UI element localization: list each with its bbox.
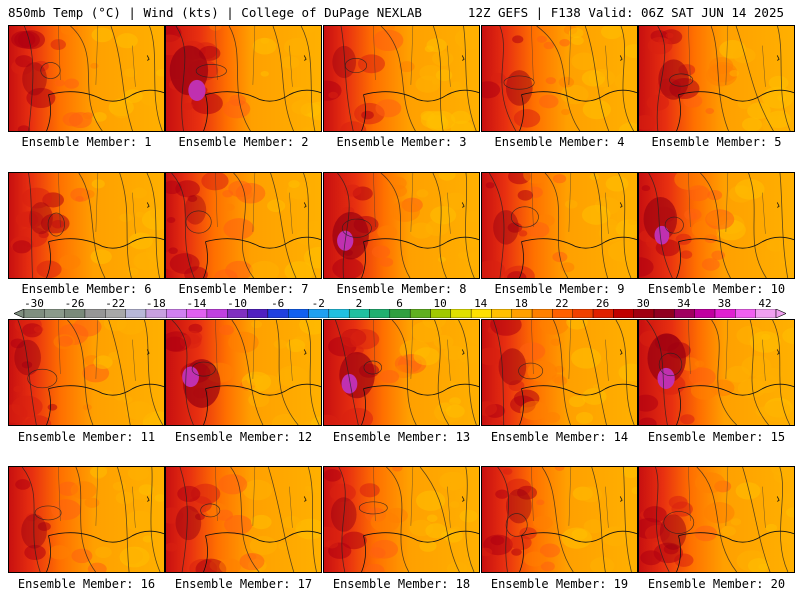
colorbar-tick-label: 18: [514, 297, 528, 310]
member-caption-17: Ensemble Member: 17: [174, 577, 313, 591]
member-map-19: [481, 466, 638, 573]
member-map-13: [323, 319, 480, 426]
member-map-6: [8, 172, 165, 279]
member-caption-9: Ensemble Member: 9: [494, 282, 625, 296]
member-caption-14: Ensemble Member: 14: [490, 430, 629, 444]
colorbar-tick-label: 6: [396, 297, 403, 310]
member-caption-19: Ensemble Member: 19: [490, 577, 629, 591]
colorbar-tick-label: 42: [758, 297, 772, 310]
colorbar-tick-label: 26: [595, 297, 610, 310]
member-caption-20: Ensemble Member: 20: [647, 577, 786, 591]
map-title: 850mb Temp (°C) | Wind (kts) | College o…: [8, 5, 422, 20]
colorbar-tick-label: -6: [271, 297, 285, 310]
colorbar-tick-label: 14: [474, 297, 488, 310]
member-caption-12: Ensemble Member: 12: [174, 430, 313, 444]
member-map-15: [638, 319, 795, 426]
member-caption-6: Ensemble Member: 6: [21, 282, 152, 296]
member-map-9: [481, 172, 638, 279]
colorbar-tick-label: -22: [105, 297, 126, 310]
colorbar-tick-label: -10: [227, 297, 248, 310]
colorbar-tick-label: 38: [717, 297, 732, 310]
member-caption-8: Ensemble Member: 8: [336, 282, 467, 296]
member-caption-18: Ensemble Member: 18: [332, 577, 471, 591]
member-caption-1: Ensemble Member: 1: [21, 135, 152, 149]
colorbar-tick-label: 34: [677, 297, 691, 310]
member-caption-13: Ensemble Member: 13: [332, 430, 471, 444]
member-map-16: [8, 466, 165, 573]
colorbar-tick-label: 30: [636, 297, 650, 310]
member-caption-15: Ensemble Member: 15: [647, 430, 786, 444]
colorbar-tick-label: -26: [64, 297, 85, 310]
member-caption-4: Ensemble Member: 4: [494, 135, 625, 149]
colorbar-tick-label: -18: [145, 297, 166, 310]
member-map-4: [481, 25, 638, 132]
color-scale-bar: [14, 309, 786, 318]
colorbar-tick-label: -14: [186, 297, 207, 310]
member-map-11: [8, 319, 165, 426]
member-map-2: [165, 25, 322, 132]
colorbar-tick-label: -30: [24, 297, 44, 310]
member-caption-2: Ensemble Member: 2: [178, 135, 309, 149]
member-map-1: [8, 25, 165, 132]
member-map-3: [323, 25, 480, 132]
member-map-7: [165, 172, 322, 279]
colorbar-tick-label: -2: [311, 297, 325, 310]
member-map-17: [165, 466, 322, 573]
run-valid-time: 12Z GEFS | F138 Valid: 06Z SAT JUN 14 20…: [467, 5, 784, 20]
member-map-12: [165, 319, 322, 426]
member-caption-11: Ensemble Member: 11: [17, 430, 156, 444]
member-map-8: [323, 172, 480, 279]
colorbar-tick-label: 10: [433, 297, 447, 310]
member-caption-5: Ensemble Member: 5: [651, 135, 782, 149]
member-map-10: [638, 172, 795, 279]
colorbar-tick-label: 2: [355, 297, 363, 310]
member-caption-3: Ensemble Member: 3: [336, 135, 467, 149]
member-map-18: [323, 466, 480, 573]
member-caption-7: Ensemble Member: 7: [178, 282, 309, 296]
member-map-20: [638, 466, 795, 573]
member-map-5: [638, 25, 795, 132]
member-map-14: [481, 319, 638, 426]
member-caption-16: Ensemble Member: 16: [17, 577, 156, 591]
member-caption-10: Ensemble Member: 10: [647, 282, 786, 296]
colorbar-tick-label: 22: [555, 297, 569, 310]
